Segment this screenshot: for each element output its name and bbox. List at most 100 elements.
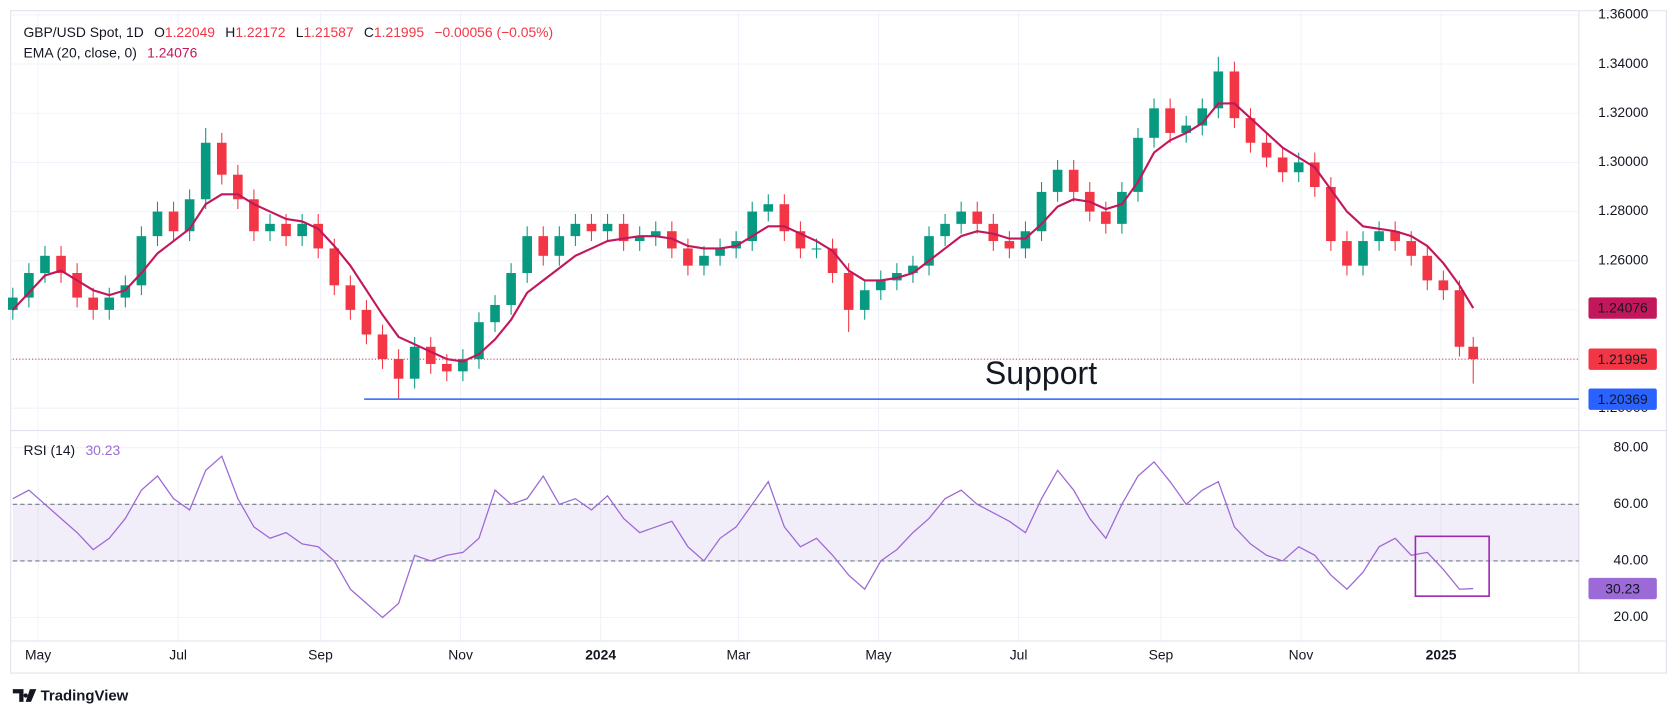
x-tick-label: 2025 bbox=[1426, 647, 1457, 663]
candle-body bbox=[184, 199, 195, 232]
candle-body bbox=[313, 223, 324, 249]
candle-body bbox=[602, 223, 613, 232]
ema-price-label: 1.24076 bbox=[1598, 300, 1648, 316]
candle-body bbox=[570, 223, 581, 237]
candle-body bbox=[747, 211, 758, 242]
candle-body bbox=[972, 211, 983, 224]
close-price-label: 1.21995 bbox=[1598, 351, 1648, 367]
ohlc-value: 1.21995 bbox=[374, 24, 424, 40]
x-tick-label: Jul bbox=[1010, 647, 1028, 663]
candle-body bbox=[361, 309, 372, 335]
candle-body bbox=[1293, 162, 1304, 173]
ohlc-value: 1.21587 bbox=[303, 24, 353, 40]
candle-body bbox=[490, 304, 500, 323]
support-label: Support bbox=[985, 355, 1097, 391]
candle-body bbox=[1390, 231, 1400, 242]
candle-body bbox=[908, 265, 918, 274]
x-tick-label: 2024 bbox=[585, 647, 616, 663]
y-tick-label: 80.00 bbox=[1614, 438, 1649, 454]
candle-body bbox=[956, 211, 966, 224]
y-tick-label: 1.30000 bbox=[1598, 153, 1648, 169]
candle-body bbox=[72, 273, 82, 298]
ohlc-label: O bbox=[154, 24, 165, 40]
rsi-price-label-box bbox=[1588, 577, 1657, 600]
x-tick-label: Nov bbox=[1289, 647, 1314, 663]
candle-body bbox=[1374, 231, 1384, 242]
candle-body bbox=[233, 174, 243, 200]
candle-body bbox=[1165, 108, 1175, 133]
candle-body bbox=[88, 297, 98, 310]
candle-body bbox=[216, 142, 227, 175]
legend-ema: EMA (20, close, 0) 1.24076 bbox=[24, 44, 198, 60]
candle-body bbox=[1052, 169, 1063, 192]
candle-body bbox=[683, 248, 693, 266]
legend-main: GBP/USD Spot, 1D O1.22049 H1.22172 L1.21… bbox=[24, 24, 554, 40]
candle-body bbox=[554, 236, 565, 256]
candle-body bbox=[1133, 137, 1143, 192]
candle-body bbox=[297, 223, 307, 237]
candle-body bbox=[763, 204, 774, 212]
rsi-price-label: 30.23 bbox=[1605, 580, 1640, 596]
ohlc-value: 1.22049 bbox=[165, 24, 215, 40]
candle-body bbox=[265, 223, 275, 232]
candle-body bbox=[249, 199, 259, 232]
candle-body bbox=[120, 285, 131, 298]
candle-body bbox=[393, 359, 404, 379]
candle-body bbox=[56, 255, 66, 274]
rsi-band bbox=[12, 504, 1579, 561]
candle-body bbox=[859, 290, 870, 310]
y-tick-label: 1.36000 bbox=[1598, 6, 1648, 22]
candle-body bbox=[1020, 231, 1031, 249]
candle-body bbox=[40, 255, 50, 274]
candle-body bbox=[425, 346, 436, 364]
marks bbox=[8, 56, 1579, 619]
x-tick-label: May bbox=[25, 647, 51, 663]
candle-body bbox=[136, 236, 147, 286]
candle-body bbox=[442, 363, 452, 372]
candle-body bbox=[152, 211, 163, 237]
candle-body bbox=[1245, 118, 1256, 143]
candle-body bbox=[1149, 108, 1159, 138]
candle-body bbox=[377, 334, 388, 360]
candle-body bbox=[1358, 241, 1368, 266]
x-tick-label: Nov bbox=[448, 647, 473, 663]
x-tick-label: Sep bbox=[308, 647, 333, 663]
rsi-name: RSI (14) bbox=[24, 442, 76, 458]
support-price-label-box bbox=[1588, 388, 1657, 410]
candle-body bbox=[1326, 186, 1336, 242]
ohlc-label: H bbox=[225, 24, 235, 40]
candle-body bbox=[924, 236, 934, 266]
symbol: GBP/USD Spot, 1D bbox=[24, 24, 144, 40]
candle-body bbox=[538, 236, 549, 256]
candle-body bbox=[843, 273, 854, 310]
x-tick-label: Jul bbox=[169, 647, 187, 663]
candle-body bbox=[618, 223, 629, 242]
x-tick-label: Mar bbox=[726, 647, 750, 663]
candle-body bbox=[458, 359, 468, 372]
candle-body bbox=[1101, 211, 1111, 224]
rsi-value: 30.23 bbox=[85, 442, 120, 458]
candle-body bbox=[1454, 290, 1465, 347]
y-tick-label: 1.34000 bbox=[1598, 55, 1648, 71]
ema-price-label-box bbox=[1588, 297, 1657, 319]
candle-body bbox=[345, 285, 356, 310]
candle-body bbox=[1342, 241, 1352, 266]
candle-body bbox=[1229, 71, 1240, 119]
candle-body bbox=[474, 322, 484, 360]
ema-line bbox=[12, 102, 1475, 363]
y-tick-label: 20.00 bbox=[1614, 608, 1649, 624]
x-tick-label: May bbox=[865, 647, 891, 663]
candle-body bbox=[827, 248, 838, 274]
candle-body bbox=[200, 142, 211, 200]
candle-body bbox=[875, 280, 886, 291]
ema-value: 1.24076 bbox=[147, 44, 197, 60]
y-tick-label: 40.00 bbox=[1614, 552, 1649, 568]
candle-body bbox=[1468, 346, 1479, 360]
candle-body bbox=[168, 211, 179, 232]
candle-body bbox=[329, 248, 340, 286]
candle-body bbox=[1277, 157, 1288, 173]
ema-name: EMA (20, close, 0) bbox=[24, 44, 137, 60]
ohlc-label: L bbox=[296, 24, 304, 40]
brand: TradingView bbox=[12, 688, 129, 705]
candle-body bbox=[699, 255, 709, 266]
